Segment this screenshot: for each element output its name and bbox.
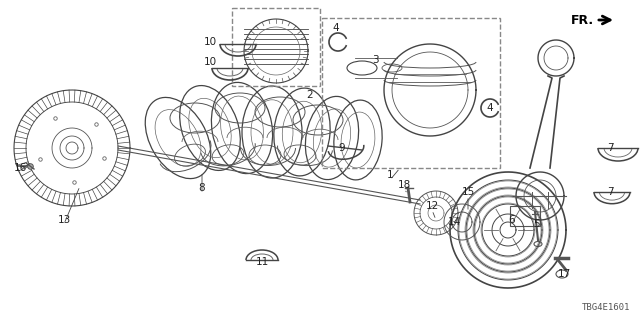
Bar (322, 18, 500, 168)
Text: 9: 9 (339, 143, 346, 153)
Text: 13: 13 (58, 215, 70, 225)
Text: 12: 12 (426, 201, 438, 211)
Text: 11: 11 (255, 257, 269, 267)
Text: 1: 1 (387, 170, 394, 180)
Text: 8: 8 (198, 183, 205, 193)
Text: 4: 4 (486, 103, 493, 113)
Bar (232, 8, 320, 86)
Text: 6: 6 (509, 215, 515, 225)
Text: 16: 16 (13, 163, 27, 173)
Text: 5: 5 (532, 219, 540, 229)
Text: 4: 4 (333, 23, 339, 33)
Text: 17: 17 (557, 269, 571, 279)
Text: 2: 2 (307, 90, 314, 100)
Text: 18: 18 (397, 180, 411, 190)
Text: 15: 15 (461, 187, 475, 197)
Text: 10: 10 (204, 57, 216, 67)
Text: FR.: FR. (571, 13, 594, 27)
Text: 7: 7 (607, 187, 613, 197)
Bar (510, 206, 540, 226)
Text: 14: 14 (447, 217, 461, 227)
Text: 10: 10 (204, 37, 216, 47)
Text: TBG4E1601: TBG4E1601 (582, 303, 630, 312)
Text: 3: 3 (372, 55, 378, 65)
Text: 7: 7 (607, 143, 613, 153)
